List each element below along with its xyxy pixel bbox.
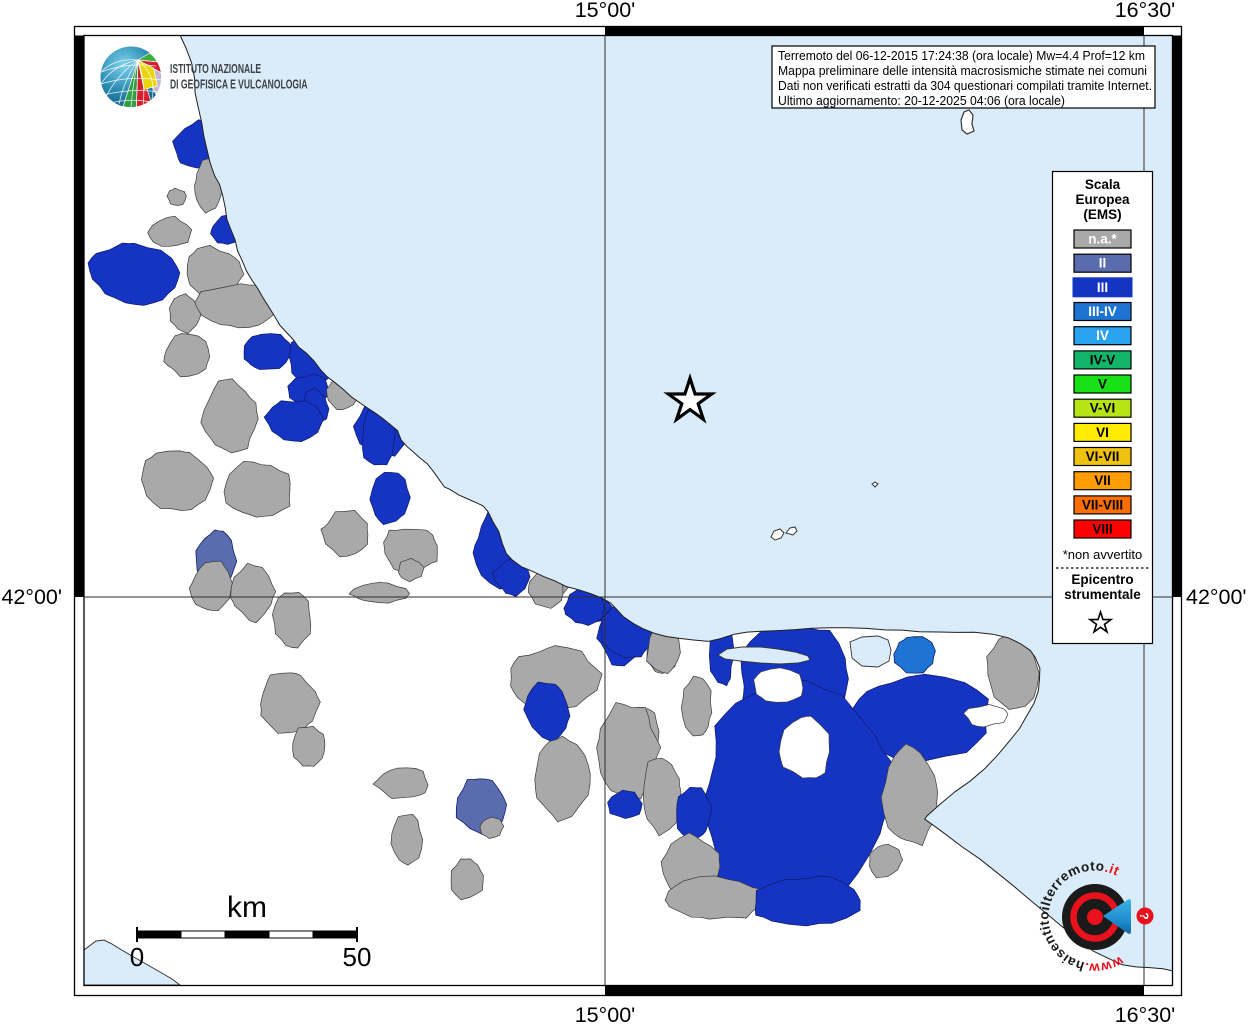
svg-text:Ultimo aggiornamento: 20-12-20: Ultimo aggiornamento: 20-12-2025 04:06 (… <box>778 93 1065 108</box>
svg-text:42°00': 42°00' <box>1 585 62 609</box>
svg-text:16°30': 16°30' <box>1115 1003 1176 1024</box>
svg-text:strumentale: strumentale <box>1064 587 1141 602</box>
svg-text:V-VI: V-VI <box>1090 401 1116 416</box>
svg-text:ISTITUTO NAZIONALE: ISTITUTO NAZIONALE <box>170 62 261 76</box>
svg-text:III: III <box>1097 280 1108 295</box>
svg-text:Europea: Europea <box>1075 192 1130 207</box>
svg-text:n.a.*: n.a.* <box>1088 232 1117 247</box>
svg-text:III-IV: III-IV <box>1088 304 1117 319</box>
svg-text:VII-VIII: VII-VIII <box>1082 497 1123 512</box>
svg-text:km: km <box>227 891 267 924</box>
svg-text:Epicentro: Epicentro <box>1071 572 1133 587</box>
svg-text:0: 0 <box>130 942 144 972</box>
svg-text:VII: VII <box>1094 473 1111 488</box>
svg-text:Terremoto del 06-12-2015 17:24: Terremoto del 06-12-2015 17:24:38 (ora l… <box>778 48 1145 63</box>
svg-text:(EMS): (EMS) <box>1083 207 1121 222</box>
svg-text:IV: IV <box>1096 328 1109 343</box>
svg-text:50: 50 <box>343 942 372 972</box>
svg-text:VI: VI <box>1096 425 1109 440</box>
svg-text:VIII: VIII <box>1092 522 1112 537</box>
svg-text:IV-V: IV-V <box>1090 352 1116 367</box>
svg-text:16°30': 16°30' <box>1115 0 1176 22</box>
svg-text:V: V <box>1098 377 1107 392</box>
svg-text:?: ? <box>1137 912 1151 919</box>
svg-text:Scala: Scala <box>1085 177 1121 192</box>
svg-text:15°00': 15°00' <box>575 0 636 22</box>
svg-text:VI-VII: VI-VII <box>1086 449 1120 464</box>
svg-text:42°00': 42°00' <box>1186 585 1247 609</box>
svg-text:DI GEOFISICA E VULCANOLOGIA: DI GEOFISICA E VULCANOLOGIA <box>170 78 308 92</box>
svg-text:Dati non verificati estratti d: Dati non verificati estratti da 304 ques… <box>778 78 1152 93</box>
svg-text:15°00': 15°00' <box>575 1003 636 1024</box>
svg-text:*non avvertito: *non avvertito <box>1063 547 1143 562</box>
svg-text:II: II <box>1099 256 1107 271</box>
svg-text:Mappa preliminare delle intens: Mappa preliminare delle intensità macros… <box>778 63 1147 78</box>
